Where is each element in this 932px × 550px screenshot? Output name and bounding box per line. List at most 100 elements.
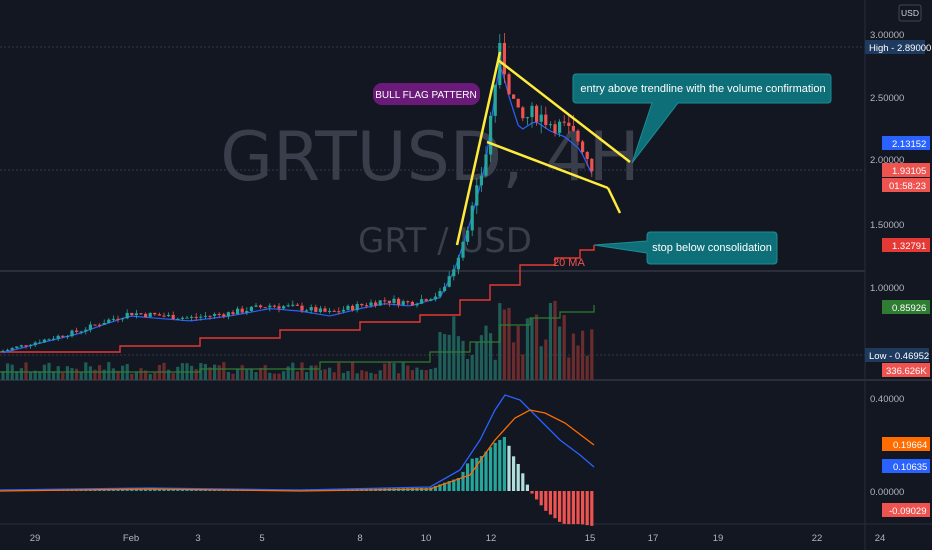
x-tick: 8 (357, 533, 362, 544)
macd-hist-bar (562, 491, 566, 524)
symbol-watermark: GRTUSD, 4H (220, 118, 639, 197)
macd-hist-bar (470, 458, 474, 491)
candle-body (162, 315, 166, 317)
candle-body (75, 330, 79, 332)
volume-bar (493, 359, 497, 380)
macd-hist-bar (185, 489, 189, 491)
volume-bar (507, 307, 511, 380)
candle-body (171, 314, 175, 320)
volume-bar (433, 367, 437, 380)
volume-bar (420, 369, 424, 380)
macd-hist-bar (107, 489, 111, 491)
entry-note: entry above trendline with the volume co… (580, 83, 825, 95)
volume-bar (314, 365, 318, 380)
volume-bar (323, 369, 327, 380)
candle-body (29, 345, 33, 347)
candle-body (42, 339, 46, 343)
volume-bar (397, 373, 401, 380)
bull-flag-callout[interactable]: BULL FLAG PATTERN (373, 83, 480, 105)
volume-bar (171, 373, 175, 380)
currency-label: USD (901, 8, 919, 18)
candle-body (507, 74, 511, 95)
candle-body (268, 305, 272, 308)
macd-hist-bar (176, 489, 180, 491)
candle-body (125, 312, 129, 319)
macd-hist-bar (590, 491, 594, 526)
volume-bar (351, 362, 355, 380)
volume-bar (470, 354, 474, 380)
volume-bar (176, 366, 180, 380)
candle-body (259, 305, 263, 308)
volume-bar (553, 300, 557, 380)
macd-hist-bar (162, 489, 166, 491)
candle-body (93, 324, 97, 326)
price-axis[interactable]: 3.00000 2.50000 2.00000 1.50000 1.00000 … (870, 30, 904, 498)
volume-bar (199, 363, 203, 380)
volume-bar (24, 362, 28, 380)
candle-body (52, 338, 56, 340)
volume-bar (144, 370, 148, 380)
volume-bars (1, 300, 594, 380)
macd-hist-bar (479, 456, 483, 491)
volume-bar (512, 342, 516, 380)
macd-hist-bar (433, 485, 437, 491)
macd-hist-bar (130, 489, 134, 491)
volume-bar (70, 368, 74, 380)
volume-bar (558, 326, 562, 380)
volume-bar (567, 357, 571, 380)
volume-bar (346, 371, 350, 380)
volume-bar (410, 370, 414, 380)
volume-bar (305, 372, 309, 380)
volume-bar (502, 309, 506, 380)
macd-hist-bar (571, 491, 575, 525)
volume-bar (84, 362, 88, 380)
candle-body (222, 314, 226, 317)
macd-tick: 0.40000 (870, 394, 904, 405)
candle-body (530, 105, 534, 118)
volume-bar (318, 369, 322, 380)
candle-body (194, 316, 198, 318)
x-tick: 15 (585, 533, 596, 544)
volume-bar (562, 314, 566, 380)
entry-callout[interactable]: entry above trendline with the volume co… (572, 73, 832, 164)
candle-body (470, 205, 474, 231)
x-tick: 10 (421, 533, 432, 544)
candle-body (415, 303, 419, 306)
volume-bar (259, 367, 263, 380)
candle-body (581, 141, 585, 153)
candle-body (272, 305, 276, 307)
x-tick: Feb (123, 533, 139, 544)
volume-bar (29, 371, 33, 380)
macd-hist-bar (498, 439, 502, 491)
macd-hist-bar (530, 491, 534, 494)
volume-bar (194, 369, 198, 380)
currency-button[interactable]: USD (898, 4, 922, 22)
volume-bar (231, 373, 235, 380)
ma-level-2-tag: 0.85926 (892, 303, 926, 314)
volume-bar (447, 334, 451, 380)
candle-body (567, 122, 571, 126)
volume-bar (475, 341, 479, 380)
time-axis[interactable]: 29 Feb 3 5 8 10 12 15 17 19 22 24 (30, 533, 886, 544)
volume-bar (240, 365, 244, 380)
volume-bar (263, 365, 267, 380)
flag-trendlines[interactable] (455, 51, 631, 246)
volume-bar (443, 334, 447, 380)
candle-body (447, 276, 451, 287)
volume-bar (369, 372, 373, 380)
candle-body (15, 346, 19, 349)
x-tick: 12 (486, 533, 497, 544)
candle-body (130, 312, 134, 316)
stop-callout[interactable]: stop below consolidation (593, 231, 778, 265)
volume-bar (254, 372, 258, 380)
candle-body (148, 312, 152, 317)
volume-bar (360, 370, 364, 380)
candles (1, 32, 594, 352)
macd-hist-bar (493, 442, 497, 491)
candle-body (226, 312, 230, 317)
candle-body (203, 315, 207, 317)
macd-hist-bar (447, 481, 451, 491)
volume-bar (484, 325, 488, 380)
candle-body (429, 299, 433, 301)
